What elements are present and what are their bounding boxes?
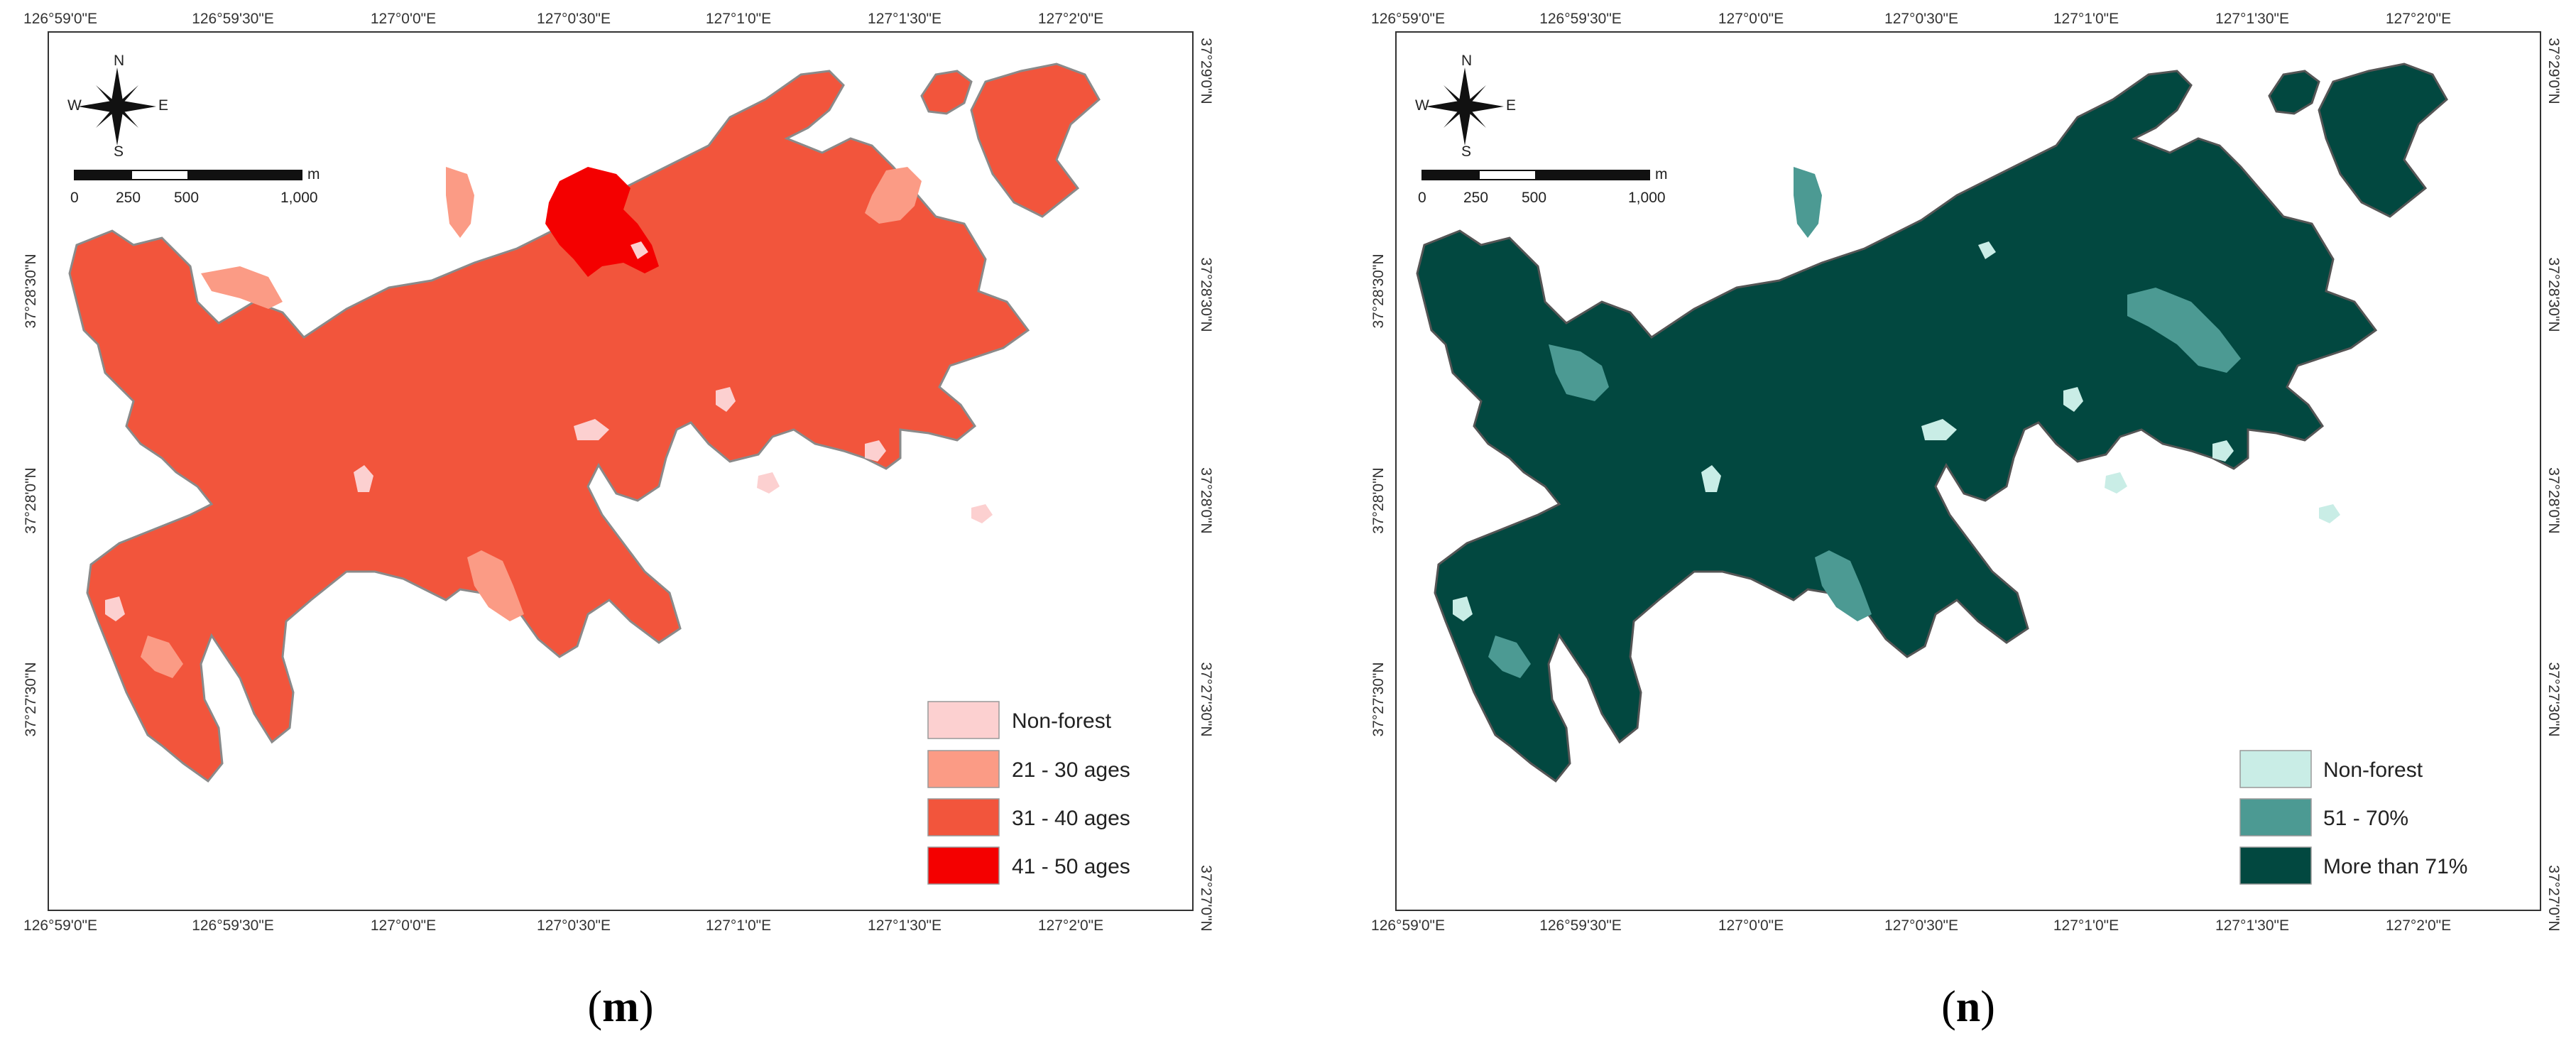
longitude-label: 127°1'0"E [706, 917, 771, 934]
axis-right-n: 37°29'0"N 37°28'30"N 37°28'0"N 37°27'30"… [2545, 38, 2562, 931]
longitude-label: 127°1'0"E [2053, 11, 2119, 27]
longitude-label: 127°0'30"E [1884, 917, 1958, 934]
map-panel-n: N S E W m 0 250 500 1,000 Non-forest 51 … [1370, 11, 2562, 1031]
legend-label: More than 71% [2323, 855, 2467, 878]
longitude-label: 127°2'0"E [1038, 917, 1103, 934]
legend-swatch [2239, 750, 2312, 788]
compass-n: N [1461, 53, 1472, 69]
longitude-label: 127°0'30"E [537, 917, 611, 934]
latitude-label: 37°27'0"N [1198, 865, 1214, 931]
compass-e: E [158, 97, 168, 114]
scale-bar: m 0 250 500 1,000 [1418, 166, 1668, 206]
latitude-label: 37°27'30"N [1370, 662, 1387, 736]
axis-left-n: 37°28'30"N 37°28'0"N 37°27'30"N [1370, 254, 1387, 736]
compass-n: N [114, 53, 124, 69]
scale-unit: m [307, 166, 320, 182]
scale-label: 1,000 [1628, 190, 1666, 206]
legend-label: 21 - 30 ages [1012, 758, 1130, 782]
longitude-label: 127°0'0"E [1718, 11, 1784, 27]
latitude-label: 37°27'30"N [1198, 662, 1214, 736]
longitude-label: 126°59'0"E [1371, 917, 1445, 934]
latitude-label: 37°28'30"N [23, 254, 39, 328]
latitude-label: 37°28'0"N [2545, 467, 2562, 533]
longitude-label: 127°1'0"E [2053, 917, 2119, 934]
latitude-label: 37°28'30"N [1370, 254, 1387, 328]
compass-w: W [1415, 97, 1429, 114]
latitude-label: 37°28'0"N [1370, 467, 1387, 533]
scale-unit: m [1655, 166, 1668, 182]
legend-m: Non-forest 21 - 30 ages 31 - 40 ages 41 … [927, 701, 1130, 885]
longitude-label: 127°0'30"E [1884, 11, 1958, 27]
longitude-label: 127°2'0"E [2386, 11, 2451, 27]
longitude-label: 126°59'30"E [192, 11, 274, 27]
legend-label: 51 - 70% [2323, 807, 2408, 830]
scale-label: 1,000 [280, 190, 318, 206]
longitude-label: 126°59'30"E [1539, 11, 1622, 27]
latitude-label: 37°27'0"N [2545, 865, 2562, 931]
legend-label: Non-forest [2323, 758, 2423, 782]
scale-label: 0 [70, 190, 79, 206]
latitude-label: 37°28'30"N [2545, 257, 2562, 332]
longitude-label: 127°0'30"E [537, 11, 611, 27]
latitude-label: 37°27'30"N [2545, 662, 2562, 736]
compass-w: W [67, 97, 82, 114]
longitude-label: 126°59'0"E [1371, 11, 1445, 27]
scale-label: 500 [174, 190, 199, 206]
longitude-label: 127°2'0"E [1038, 11, 1103, 27]
longitude-label: 127°0'0"E [371, 11, 436, 27]
longitude-label: 126°59'30"E [192, 917, 274, 934]
scale-bar: m 0 250 500 1,000 [70, 166, 320, 206]
latitude-label: 37°28'0"N [23, 467, 39, 533]
longitude-label: 127°1'30"E [868, 11, 942, 27]
legend-swatch [927, 701, 1000, 739]
longitude-label: 127°0'0"E [1718, 917, 1784, 934]
compass-e: E [1506, 97, 1516, 114]
legend-swatch [2239, 846, 2312, 885]
legend-label: 31 - 40 ages [1012, 807, 1130, 830]
axis-right-m: 37°29'0"N 37°28'30"N 37°28'0"N 37°27'30"… [1198, 38, 1214, 931]
compass-rose-icon: N S E W [67, 53, 168, 160]
scale-label: 250 [1463, 190, 1488, 206]
latitude-label: 37°28'0"N [1198, 467, 1214, 533]
axis-bottom-m: 126°59'0"E 126°59'30"E 127°0'0"E 127°0'3… [23, 917, 1103, 934]
latitude-label: 37°29'0"N [2545, 38, 2562, 104]
longitude-label: 127°1'30"E [2215, 11, 2289, 27]
longitude-label: 127°1'30"E [2215, 917, 2289, 934]
longitude-label: 127°2'0"E [2386, 917, 2451, 934]
longitude-label: 127°0'0"E [371, 917, 436, 934]
axis-bottom-n: 126°59'0"E 126°59'30"E 127°0'0"E 127°0'3… [1371, 917, 2451, 934]
scale-label: 250 [116, 190, 141, 206]
compass-rose-icon: N S E W [1415, 53, 1516, 160]
axis-left-m: 37°28'30"N 37°28'0"N 37°27'30"N [23, 254, 39, 736]
latitude-label: 37°29'0"N [1198, 38, 1214, 104]
latitude-label: 37°28'30"N [1198, 257, 1214, 332]
longitude-label: 126°59'0"E [23, 11, 97, 27]
legend-swatch [927, 846, 1000, 885]
axis-top-m: 126°59'0"E 126°59'30"E 127°0'0"E 127°0'3… [23, 11, 1103, 27]
axis-top-n: 126°59'0"E 126°59'30"E 127°0'0"E 127°0'3… [1371, 11, 2451, 27]
latitude-label: 37°27'30"N [23, 662, 39, 736]
longitude-label: 126°59'0"E [23, 917, 97, 934]
scale-label: 0 [1418, 190, 1426, 206]
legend-swatch [2239, 798, 2312, 836]
legend-label: Non-forest [1012, 709, 1112, 733]
legend-swatch [927, 750, 1000, 788]
map-panel-m: N S E W m 0 250 500 1,000 Non-forest 21 … [23, 11, 1214, 1031]
panel-caption-m: (m) [588, 983, 654, 1031]
legend-swatch [927, 798, 1000, 836]
compass-s: S [1461, 143, 1471, 160]
longitude-label: 126°59'30"E [1539, 917, 1622, 934]
panel-caption-n: (n) [1941, 983, 1995, 1031]
scale-label: 500 [1522, 190, 1546, 206]
longitude-label: 127°1'30"E [868, 917, 942, 934]
legend-label: 41 - 50 ages [1012, 855, 1130, 878]
compass-s: S [114, 143, 124, 160]
legend-n: Non-forest 51 - 70% More than 71% [2239, 750, 2467, 885]
longitude-label: 127°1'0"E [706, 11, 771, 27]
